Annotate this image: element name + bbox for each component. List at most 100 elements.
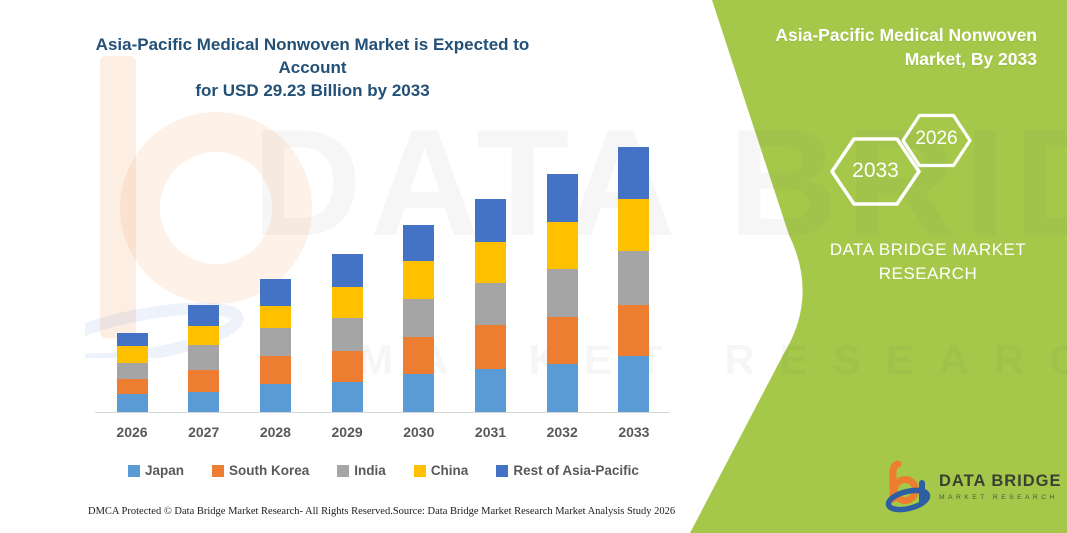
green-panel-shape (690, 0, 1067, 533)
legend-item-south-korea: South Korea (212, 463, 309, 478)
bar-segment-2027-china (188, 325, 220, 345)
legend-swatch (496, 464, 509, 477)
bar-segment-2027-south-korea (188, 370, 220, 393)
x-axis-label-2033: 2033 (618, 424, 650, 440)
brand-text-line1: DATA BRIDGE MARKET (829, 240, 1027, 259)
bar-segment-2026-south-korea (116, 378, 148, 394)
bar-segment-2029-rest-of-asia-pacific (331, 254, 363, 288)
x-axis-label-2027: 2027 (188, 424, 220, 440)
bar-segment-2032-china (546, 221, 578, 269)
bar-2029 (331, 254, 363, 412)
bar-segment-2032-india (546, 268, 578, 317)
bar-segment-2029-india (331, 317, 363, 352)
company-logo: DATA BRIDGE MARKET RESEARCH (884, 459, 1062, 513)
bar-segment-2030-rest-of-asia-pacific (403, 225, 435, 262)
bar-2030 (403, 225, 435, 412)
x-axis-label-2030: 2030 (403, 424, 435, 440)
footer-source: Source: Data Bridge Market Research Mark… (392, 506, 676, 517)
legend-item-japan: Japan (128, 463, 184, 478)
chart-title-line1: Asia-Pacific Medical Nonwoven Market is … (95, 35, 530, 77)
chart-title: Asia-Pacific Medical Nonwoven Market is … (90, 33, 535, 102)
legend-item-rest-of-asia-pacific: Rest of Asia-Pacific (496, 463, 639, 478)
hexagon-2026-label: 2026 (915, 128, 958, 149)
bar-2031 (475, 199, 506, 412)
bar-segment-2033-china (618, 198, 650, 252)
x-axis-line (95, 412, 670, 413)
bar-segment-2030-india (403, 298, 435, 337)
company-logo-name: DATA BRIDGE (939, 471, 1062, 490)
bar-segment-2029-china (331, 287, 363, 318)
bar-segment-2029-japan (331, 382, 363, 412)
bar-segment-2031-india (475, 283, 506, 325)
watermark-text-databridge: DATA BRIDGE (252, 98, 1067, 268)
bar-segment-2031-japan (475, 368, 506, 412)
legend-label: India (354, 463, 386, 478)
company-logo-subname: MARKET RESEARCH (939, 493, 1058, 501)
bar-segment-2026-china (116, 345, 148, 364)
legend-label: South Korea (229, 463, 310, 478)
bar-segment-2026-india (116, 363, 148, 379)
watermark-logo-b (85, 56, 312, 358)
side-panel-heading: Asia-Pacific Medical Nonwoven Market, By… (737, 23, 1037, 71)
bar-segment-2030-china (403, 261, 435, 299)
bar-segment-2028-rest-of-asia-pacific (259, 278, 291, 306)
hexagon-2026-outline (901, 113, 972, 168)
bar-segment-2033-india (618, 251, 650, 305)
footer-copyright: DMCA Protected © Data Bridge Market Rese… (88, 506, 393, 517)
bar-segment-2032-japan (546, 364, 578, 412)
legend-swatch (337, 464, 350, 477)
hexagon-2033-label: 2033 (852, 159, 899, 182)
x-axis-label-2031: 2031 (474, 424, 507, 440)
bar-2028 (259, 278, 291, 412)
legend-swatch (212, 464, 225, 477)
bar-segment-2033-rest-of-asia-pacific (618, 146, 650, 199)
bar-2026 (116, 333, 148, 412)
bar-segment-2031-china (475, 241, 506, 284)
legend-item-india: India (337, 463, 386, 478)
bar-2027 (188, 305, 220, 412)
hexagon-2033-outline (830, 137, 921, 206)
chart-title-line2: for USD 29.23 Billion by 2033 (195, 81, 430, 100)
watermark-text-marketresearch: MARKET RESEARCH (358, 336, 1067, 383)
legend-label: Japan (145, 463, 185, 478)
x-axis-label-2029: 2029 (331, 424, 363, 440)
bar-segment-2028-india (259, 327, 291, 356)
bar-segment-2027-japan (188, 392, 220, 412)
footer: DMCA Protected © Data Bridge Market Rese… (88, 506, 675, 517)
bar-2032 (546, 173, 578, 412)
bar-segment-2032-south-korea (546, 316, 578, 364)
legend-label: China (430, 463, 469, 478)
bar-segment-2029-south-korea (331, 351, 363, 383)
hexagon-2033: 2033 (830, 136, 921, 207)
brand-text-line2: RESEARCH (878, 264, 978, 283)
bar-segment-2030-south-korea (403, 336, 435, 374)
bar-segment-2028-south-korea (259, 355, 291, 384)
legend-swatch (413, 464, 426, 477)
x-axis-label-2026: 2026 (116, 424, 148, 440)
x-axis-label-2032: 2032 (546, 424, 578, 440)
chart-legend: Japan South Korea India China Rest of Asia-P… (128, 463, 639, 478)
bar-segment-2028-japan (259, 383, 291, 412)
x-axis-label-2028: 2028 (259, 424, 291, 440)
legend-label: Rest of Asia-Pacific (513, 463, 639, 478)
bar-segment-2032-rest-of-asia-pacific (546, 173, 578, 222)
bar-segment-2031-south-korea (475, 325, 506, 369)
bar-segment-2027-india (188, 344, 220, 371)
side-panel-heading-line1: Asia-Pacific Medical Nonwoven (775, 25, 1037, 45)
bar-segment-2027-rest-of-asia-pacific (188, 305, 220, 326)
hexagon-2026: 2026 (901, 113, 972, 168)
company-logo-text: DATA BRIDGE MARKET RESEARCH (939, 472, 1062, 501)
bar-2033 (618, 146, 650, 412)
bar-segment-2030-japan (403, 373, 435, 412)
legend-swatch (128, 464, 140, 477)
company-logo-mark (885, 460, 931, 513)
side-panel-brand-text: DATA BRIDGE MARKET RESEARCH (818, 238, 1038, 286)
legend-item-china: China (413, 463, 469, 478)
bar-segment-2033-south-korea (618, 304, 650, 357)
bar-segment-2031-rest-of-asia-pacific (475, 199, 506, 242)
side-panel-heading-line2: Market, By 2033 (904, 49, 1037, 69)
bar-segment-2028-china (259, 305, 291, 328)
bar-segment-2033-japan (618, 356, 650, 412)
